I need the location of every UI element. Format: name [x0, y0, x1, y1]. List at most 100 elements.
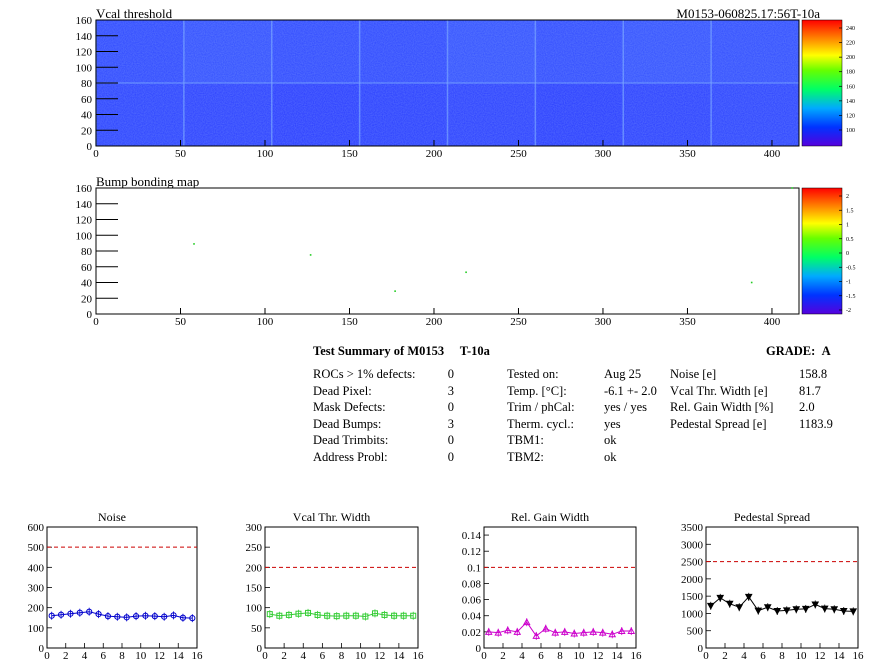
- data-point: [57, 611, 65, 618]
- x-tick-label: 16: [192, 650, 204, 662]
- y-tick-label: 0.04: [462, 611, 482, 623]
- x-tick-label: 2: [722, 650, 728, 662]
- y-tick-label: 3000: [681, 539, 704, 551]
- x-tick-label: 10: [796, 650, 808, 662]
- y-tick-label: 500: [687, 626, 704, 638]
- map-title: Vcal threshold: [96, 6, 173, 21]
- summary-value: Aug 25: [604, 367, 642, 381]
- data-point: [400, 612, 407, 619]
- y-tick-label: 0.06: [462, 595, 482, 607]
- y-tick-label: 140: [76, 31, 93, 43]
- vcal-threshold-map: Vcal threshold M0153-060825.17:56T-10a 0…: [76, 6, 856, 160]
- grade: GRADE: A: [766, 344, 831, 358]
- summary-label: Noise [e]: [670, 367, 717, 381]
- bump-point: [791, 187, 794, 189]
- y-tick-label: 0: [698, 643, 704, 655]
- y-tick-label: 1000: [681, 608, 704, 620]
- data-point: [820, 605, 829, 613]
- data-point: [494, 628, 503, 636]
- x-tick-label: 14: [173, 650, 185, 662]
- data-point: [266, 611, 273, 618]
- y-tick-label: 0.08: [462, 578, 482, 590]
- summary-test-tag: T-10a: [459, 344, 490, 358]
- summary-value: yes / yes: [604, 400, 648, 415]
- y-tick-label: 120: [76, 215, 93, 227]
- y-axis: 0 20 40 60 80 100 120 140 160: [76, 183, 118, 321]
- data-point: [792, 606, 801, 614]
- summary-label: Tested on:: [507, 367, 559, 381]
- data-point: [598, 628, 607, 636]
- x-tick-label: 16: [631, 650, 643, 662]
- data-point: [114, 613, 121, 620]
- x-tick-label: 300: [595, 316, 612, 328]
- data-point: [725, 600, 734, 608]
- palette-tick-label: 2: [846, 194, 849, 200]
- x-axis: 0 50 100 150 200 250 300 350 400: [93, 308, 781, 328]
- data-point: [381, 611, 388, 618]
- y-tick-label: 200: [246, 562, 263, 574]
- data-point: [744, 593, 753, 601]
- palette-tick-label: 160: [846, 84, 855, 90]
- y-tick-label: 60: [81, 94, 93, 106]
- y-tick-label: 60: [81, 262, 93, 274]
- x-tick-label: 16: [853, 650, 865, 662]
- y-tick-label: 1500: [681, 591, 704, 603]
- y-tick-label: 100: [76, 230, 93, 242]
- summary-label: Pedestal Spread [e]: [670, 416, 767, 431]
- data-point: [513, 627, 522, 635]
- x-tick-label: 300: [595, 148, 612, 160]
- summary-label: TBM2:: [507, 450, 544, 464]
- data-point: [716, 594, 725, 602]
- data-point: [579, 628, 588, 636]
- data-point: [151, 613, 158, 620]
- x-tick-label: 10: [135, 650, 147, 662]
- x-tick-label: 8: [339, 650, 345, 662]
- plot-title: Pedestal Spread: [734, 510, 810, 524]
- palette-tick-label: -0.5: [846, 265, 856, 271]
- data-point: [410, 612, 417, 619]
- y-tick-label: 20: [81, 293, 93, 305]
- y-axis: 0 20 40 60 80 100 120 140 160: [76, 15, 118, 153]
- y-tick-label: 2500: [681, 557, 704, 569]
- plot-frame: [705, 526, 859, 649]
- y-tick-label: 160: [76, 15, 93, 27]
- x-tick-label: 200: [426, 148, 443, 160]
- data-point: [179, 614, 187, 621]
- x-tick-label: 4: [82, 650, 88, 662]
- data-point: [48, 612, 55, 619]
- y-tick-label: 300: [246, 522, 263, 534]
- y-tick-label: 500: [28, 542, 45, 554]
- data-point: [295, 610, 302, 617]
- palette-tick-label: 200: [846, 55, 855, 61]
- y-tick-label: 50: [251, 623, 263, 635]
- x-tick-label: 12: [374, 650, 385, 662]
- summary-value: 2.0: [799, 400, 815, 415]
- summary-value: 0: [447, 367, 454, 381]
- data-point: [541, 624, 550, 632]
- data-point: [811, 601, 820, 609]
- bump-point: [193, 243, 195, 245]
- x-tick-label: 350: [679, 148, 696, 160]
- bump-bonding-map: Bump bonding map 0 50 100 150 200 250 300 350 40…: [76, 174, 856, 328]
- data-point: [522, 618, 531, 626]
- x-tick-label: 400: [764, 148, 781, 160]
- data-point: [484, 627, 493, 635]
- series-line: [710, 596, 854, 612]
- summary-label: Address Probl:: [313, 450, 388, 464]
- data-point: [314, 611, 321, 618]
- summary-label: Therm. cycl.:: [507, 416, 574, 431]
- y-tick-label: 0: [476, 643, 482, 655]
- palette-tick-label: 140: [846, 99, 855, 105]
- data-point: [735, 604, 744, 612]
- summary-label: TBM1:: [507, 433, 544, 448]
- data-point: [627, 627, 636, 635]
- data-point: [763, 604, 772, 612]
- palette-tick-label: 0.5: [846, 237, 854, 243]
- x-axis: 0 50 100 150 200 250 300 350 400: [93, 140, 781, 160]
- data-point: [617, 627, 626, 635]
- x-tick-label: 150: [341, 316, 358, 328]
- data-point: [754, 607, 763, 615]
- x-tick-label: 6: [538, 650, 544, 662]
- summary-value: ok: [604, 450, 617, 464]
